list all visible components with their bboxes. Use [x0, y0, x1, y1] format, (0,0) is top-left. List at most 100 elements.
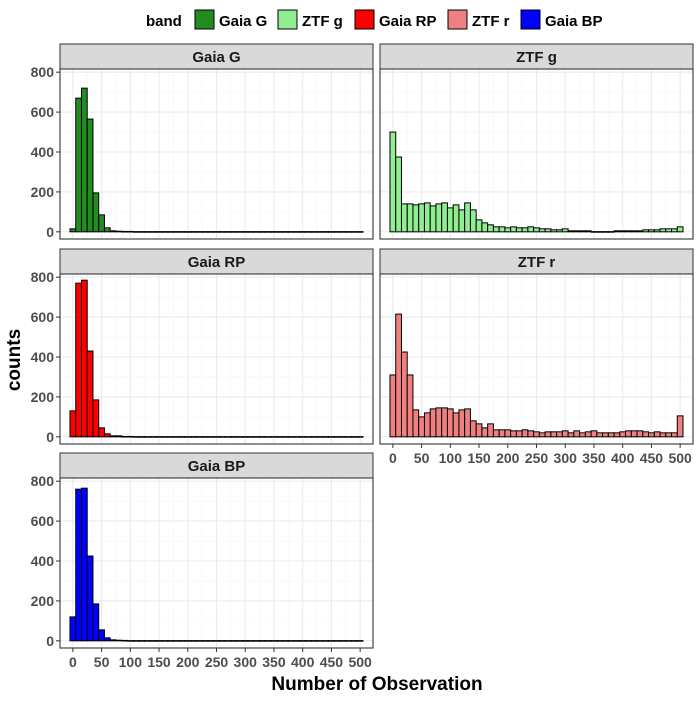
bar	[389, 374, 397, 438]
bar	[293, 231, 301, 233]
bar	[224, 231, 232, 233]
bar	[224, 640, 232, 642]
y-tick-label: 0	[46, 633, 54, 649]
bar	[253, 640, 261, 642]
legend-label-2: Gaia RP	[379, 13, 437, 30]
bar	[69, 616, 77, 642]
bar	[276, 231, 284, 233]
bar	[322, 640, 330, 642]
bar	[452, 204, 460, 233]
bar	[259, 640, 266, 642]
bar	[167, 436, 174, 438]
bar	[167, 231, 174, 233]
panel-title: ZTF g	[516, 49, 557, 66]
bar	[218, 231, 226, 233]
bar	[184, 640, 192, 642]
y-tick-label: 800	[31, 269, 55, 285]
bar	[121, 435, 128, 438]
bar	[86, 350, 94, 438]
x-tick-label: 150	[147, 654, 171, 670]
bar	[207, 231, 215, 233]
bar	[619, 431, 627, 438]
bar	[224, 436, 232, 438]
bar	[527, 430, 535, 438]
bar	[356, 231, 364, 233]
bar	[579, 230, 586, 233]
bar	[247, 231, 255, 233]
x-tick-label: 400	[611, 450, 635, 466]
bar	[607, 432, 615, 438]
panel-border	[59, 273, 374, 445]
bar	[659, 228, 667, 233]
bar	[316, 436, 324, 438]
bar	[195, 640, 203, 642]
bar	[218, 436, 226, 438]
bar	[642, 229, 650, 233]
y-tick-label: 400	[31, 144, 55, 160]
panel-0: Gaia G 0 200 400 600 800	[31, 43, 374, 240]
bar	[178, 231, 186, 233]
bar	[400, 351, 408, 438]
y-tick-label: 800	[31, 64, 55, 80]
bar	[481, 427, 489, 438]
y-tick-label: 200	[31, 389, 55, 405]
bar	[132, 640, 140, 642]
bar	[299, 640, 307, 642]
bar	[521, 429, 529, 438]
bar	[149, 231, 157, 233]
bar	[464, 202, 471, 233]
bar	[264, 231, 272, 233]
y-tick-label: 200	[31, 593, 55, 609]
bar	[201, 640, 209, 642]
y-tick-label: 600	[31, 309, 55, 325]
panel-border	[379, 68, 694, 240]
bars	[69, 87, 364, 233]
bar	[452, 412, 460, 438]
x-tick-label: 150	[467, 450, 491, 466]
bar	[126, 640, 134, 642]
panel-2: Gaia RP 0 200 400 600 800	[31, 248, 374, 445]
panel-strip	[379, 43, 694, 70]
bar	[429, 408, 437, 438]
bar	[115, 230, 123, 233]
bar	[395, 156, 402, 233]
bar	[121, 639, 128, 642]
gridlines	[380, 274, 693, 444]
bar	[310, 436, 318, 438]
bar	[282, 231, 289, 233]
bar	[103, 227, 111, 233]
x-tick-label: 50	[94, 654, 110, 670]
bar	[264, 640, 272, 642]
bar	[161, 436, 169, 438]
x-tick-label: 200	[176, 654, 200, 670]
bar	[533, 431, 540, 438]
bar	[138, 640, 146, 642]
bar	[213, 436, 220, 438]
bar	[247, 436, 255, 438]
bar	[590, 231, 598, 233]
legend-key-0	[194, 9, 215, 30]
x-tick-label: 250	[525, 450, 549, 466]
bar	[556, 229, 563, 233]
bar	[184, 436, 192, 438]
bar	[195, 436, 203, 438]
bar	[573, 230, 581, 233]
bar	[533, 227, 540, 233]
bar	[230, 231, 238, 233]
bar	[389, 131, 397, 233]
bar	[253, 231, 261, 233]
panel-strip	[59, 43, 374, 70]
bar	[339, 231, 347, 233]
bar	[276, 640, 284, 642]
bar	[567, 432, 575, 438]
bar	[230, 640, 238, 642]
bar	[498, 226, 506, 233]
y-tick-label: 600	[31, 104, 55, 120]
y-tick-label: 0	[46, 224, 54, 240]
bar	[550, 431, 558, 438]
bar	[356, 436, 364, 438]
bar	[446, 408, 454, 438]
bar	[550, 229, 558, 233]
bar	[270, 436, 278, 438]
x-tick-label: 0	[389, 450, 397, 466]
